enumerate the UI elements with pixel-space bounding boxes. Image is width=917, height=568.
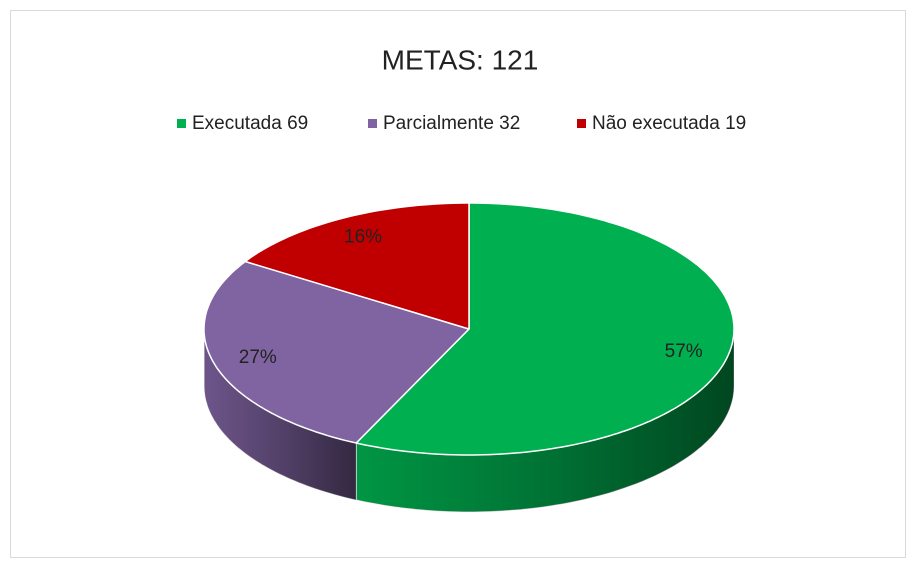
legend-label: Executada 69 bbox=[192, 113, 308, 134]
legend-label: Não executada 19 bbox=[592, 113, 746, 134]
data-label: 27% bbox=[239, 347, 277, 368]
slice-side-shade bbox=[356, 329, 734, 512]
legend-swatch bbox=[577, 119, 586, 128]
slice bbox=[355, 202, 735, 456]
data-label: 57% bbox=[665, 341, 703, 362]
legend-swatch bbox=[368, 119, 377, 128]
slice bbox=[244, 202, 470, 330]
chart-title: METAS: 121 bbox=[382, 44, 539, 75]
slice bbox=[203, 260, 470, 444]
data-label: 16% bbox=[344, 226, 382, 247]
slice-side-shade bbox=[204, 329, 357, 500]
legend-label: Parcialmente 32 bbox=[383, 113, 520, 134]
legend-swatch bbox=[177, 119, 186, 128]
